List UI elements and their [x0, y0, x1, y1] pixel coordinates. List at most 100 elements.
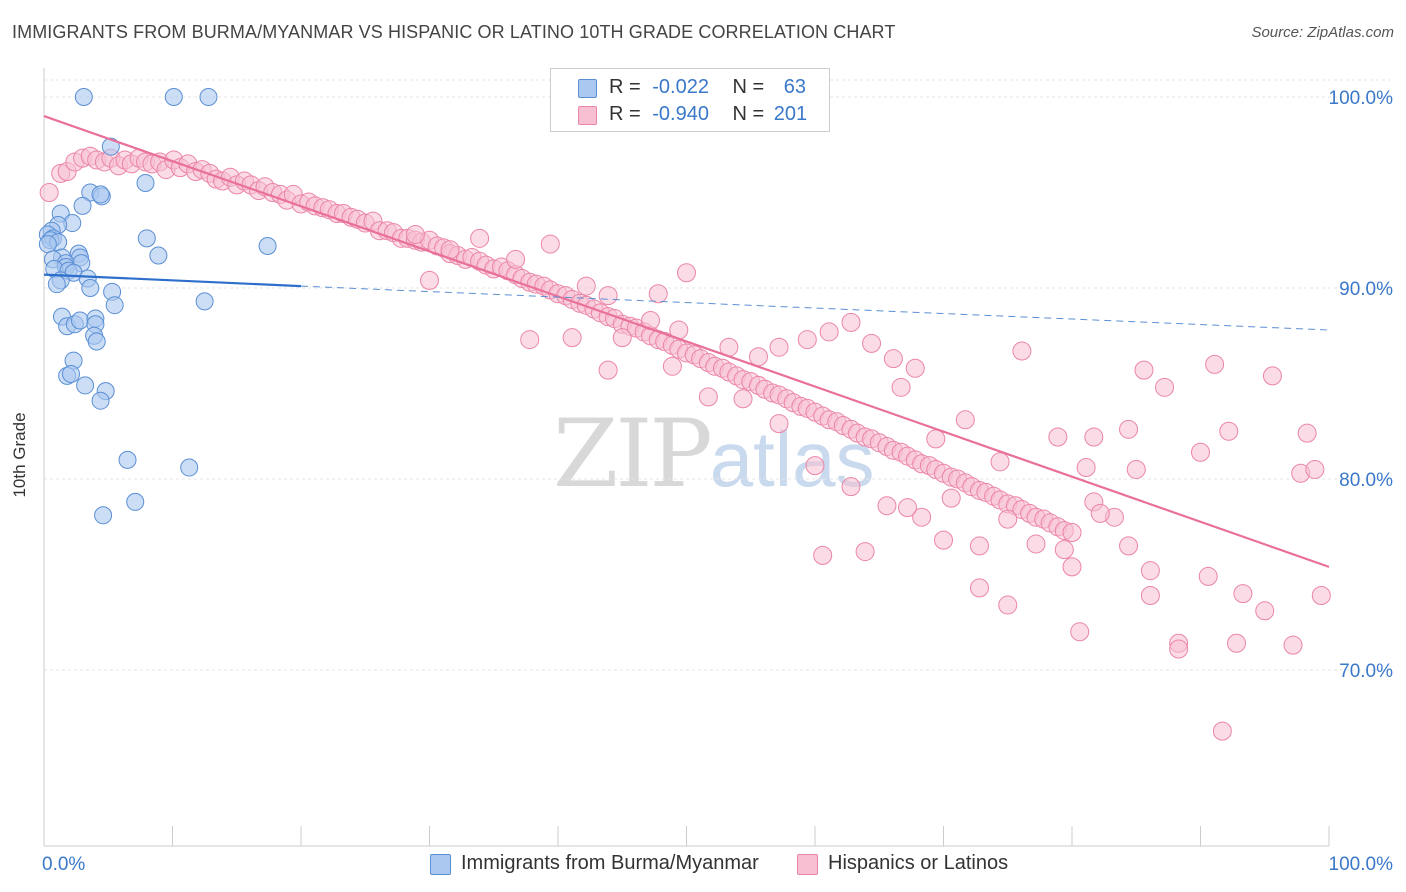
- y-tick-label: 70.0%: [1339, 661, 1393, 682]
- burma-trendline-extension: [300, 285, 1330, 331]
- hispanic-point: [1262, 366, 1282, 386]
- hispanic-point: [1283, 635, 1303, 655]
- hispanic-point: [1026, 534, 1046, 554]
- hispanic-point: [1126, 459, 1146, 479]
- hispanic-point: [1070, 622, 1090, 642]
- burma-point: [258, 236, 277, 255]
- hispanic-point: [797, 330, 817, 350]
- hispanic-point: [540, 234, 560, 254]
- hispanic-point: [562, 328, 582, 348]
- hispanic-point: [470, 228, 490, 248]
- legend-r-label: R =: [609, 103, 641, 125]
- hispanic-point: [1062, 522, 1082, 542]
- stats-legend: R = -0.022 N = 63 R = -0.940 N = 201: [550, 68, 830, 132]
- burma-point: [61, 364, 80, 383]
- hispanic-point: [1054, 540, 1074, 560]
- hispanic-point: [819, 322, 839, 342]
- burma-point: [81, 279, 100, 297]
- hispanic-point: [769, 414, 789, 434]
- burma-point: [126, 492, 145, 511]
- hispanic-point: [934, 530, 953, 550]
- hispanic-point: [862, 333, 882, 353]
- hispanic-point: [1205, 354, 1225, 374]
- bottom-legend-label-hispanic: Hispanics or Latinos: [828, 852, 1009, 874]
- burma-point: [164, 88, 183, 106]
- y-tick-label: 100.0%: [1329, 88, 1394, 109]
- legend-n-value: 201: [773, 103, 808, 125]
- hispanic-point: [1048, 427, 1068, 447]
- burma-point: [118, 450, 137, 469]
- hispanic-point: [955, 410, 975, 430]
- legend-n-label: N =: [732, 103, 765, 125]
- hispanic-point: [998, 509, 1018, 529]
- burma-point: [70, 311, 89, 330]
- legend-r-value: -0.940: [652, 103, 709, 125]
- bottom-legend-swatch-blue: [430, 854, 451, 875]
- hispanic-point: [813, 545, 833, 565]
- x-tick-label-max: 100.0%: [1329, 854, 1394, 875]
- y-tick-label: 80.0%: [1339, 470, 1393, 491]
- hispanic-point: [420, 270, 439, 290]
- burma-point: [199, 88, 218, 106]
- burma-point: [73, 196, 92, 215]
- hispanic-point: [1155, 377, 1175, 397]
- hispanic-point: [805, 456, 825, 476]
- burma-point: [137, 229, 156, 248]
- burma-point: [94, 506, 113, 525]
- hispanic-point: [1140, 561, 1160, 581]
- hispanic-point: [1012, 341, 1032, 361]
- hispanic-point: [898, 498, 918, 518]
- chart-title: IMMIGRANTS FROM BURMA/MYANMAR VS HISPANI…: [12, 22, 896, 42]
- hispanic-point: [405, 225, 425, 245]
- hispanic-point: [990, 452, 1010, 472]
- hispanic-point: [598, 360, 618, 380]
- hispanic-trendline: [43, 115, 1330, 568]
- hispanic-point: [841, 312, 861, 332]
- hispanic-point: [969, 536, 989, 556]
- burma-point: [91, 391, 110, 410]
- burma-point: [180, 458, 199, 477]
- hispanic-point: [1062, 557, 1082, 577]
- hispanic-point: [769, 337, 789, 357]
- hispanic-point: [998, 595, 1018, 615]
- hispanic-point: [612, 328, 632, 348]
- hispanic-point: [1233, 584, 1253, 604]
- hispanic-point: [576, 276, 596, 296]
- hispanic-point: [877, 496, 897, 516]
- hispanic-point: [1255, 601, 1275, 621]
- hispanic-point: [1226, 633, 1246, 653]
- source-label: Source: ZipAtlas.com: [1251, 24, 1394, 41]
- hispanic-point: [1311, 586, 1331, 606]
- burma-point: [87, 332, 106, 351]
- hispanic-point: [598, 286, 618, 306]
- x-tick-label-min: 0.0%: [42, 854, 85, 875]
- hispanic-point: [1191, 442, 1210, 462]
- hispanic-point: [926, 429, 946, 449]
- hispanic-point: [1119, 536, 1139, 556]
- hispanic-point: [748, 347, 768, 367]
- burma-trendline: [43, 273, 302, 288]
- legend-swatch-blue: [578, 79, 597, 98]
- burma-point: [74, 88, 93, 106]
- legend-n-value: 63: [783, 76, 807, 98]
- hispanic-point: [520, 330, 540, 350]
- burma-point: [195, 292, 214, 311]
- hispanic-point: [733, 389, 753, 409]
- hispanic-point: [891, 377, 911, 397]
- burma-point: [76, 376, 95, 395]
- bottom-legend-label-burma: Immigrants from Burma/Myanmar: [461, 852, 759, 874]
- hispanic-point: [1169, 639, 1189, 659]
- burma-point: [47, 275, 66, 294]
- burma-point: [149, 246, 168, 265]
- hispanic-point: [698, 387, 718, 407]
- burma-point: [105, 296, 124, 315]
- burma-point: [38, 235, 57, 254]
- legend-swatch-pink: [578, 106, 597, 125]
- hispanic-point: [1134, 360, 1154, 380]
- hispanic-point: [905, 358, 925, 378]
- hispanic-point: [662, 356, 682, 376]
- hispanic-point: [1219, 421, 1239, 441]
- burma-point: [101, 137, 120, 156]
- legend-r-value: -0.022: [652, 76, 709, 98]
